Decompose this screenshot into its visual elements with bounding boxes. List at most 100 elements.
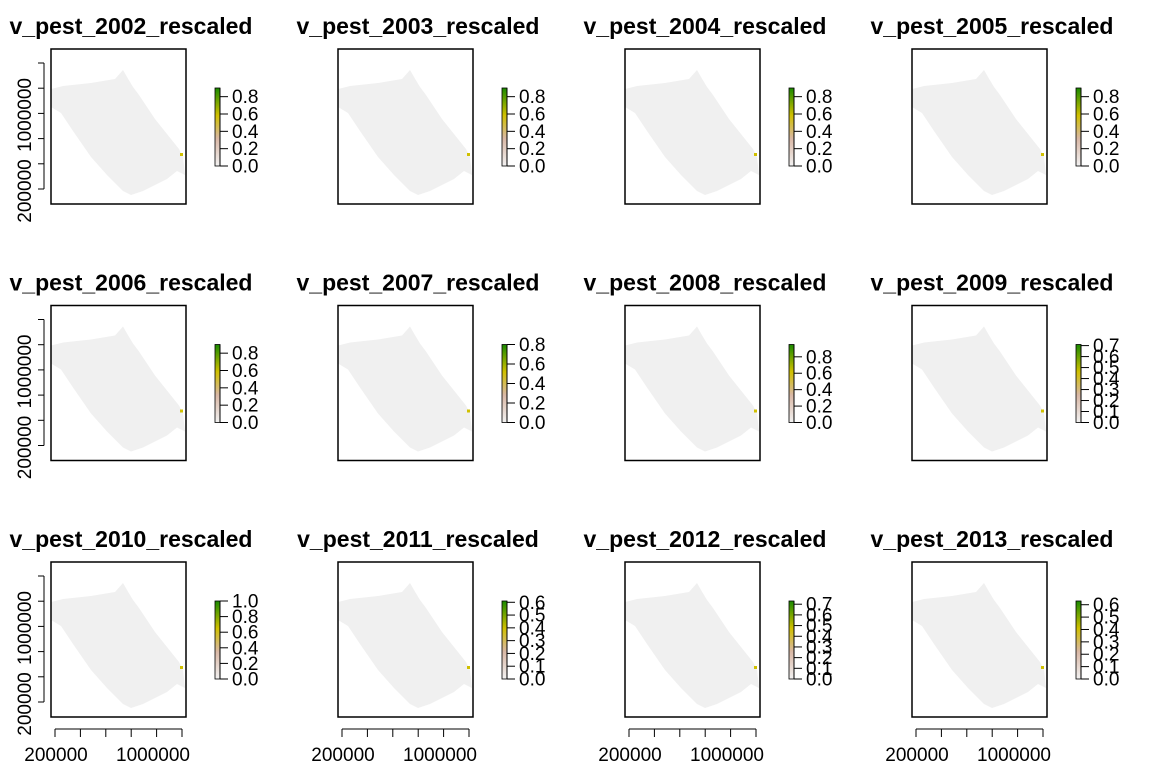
legend-tick-label: 0.0 <box>1093 413 1119 434</box>
legend-tick-label: 0.6 <box>1093 347 1119 368</box>
hotspot-cell <box>754 666 757 669</box>
panel-title: v_pest_2012_rescaled <box>584 526 827 552</box>
legend-tick-label: 0.8 <box>806 87 832 108</box>
landmass-raster <box>912 70 1046 195</box>
legend-tick-label: 0.6 <box>806 105 832 126</box>
legend-tick-label: 0.4 <box>519 122 546 143</box>
map-panel: v_pest_2002_rescaled 0.00.20.40.60.8 10000… <box>10 13 259 223</box>
landmass-raster <box>338 583 472 708</box>
plot-frame <box>624 48 761 205</box>
legend-tick-label: 0.6 <box>806 364 832 385</box>
x-tick-label: 1000000 <box>116 745 190 766</box>
panel-title: v_pest_2013_rescaled <box>871 526 1114 552</box>
legend-tick-label: 0.6 <box>232 623 258 644</box>
plot-frame <box>624 304 761 462</box>
legend-tick-label: 0.6 <box>806 605 832 626</box>
y-tick-label: 200000 <box>15 159 36 222</box>
hotspot-cell <box>180 409 183 413</box>
legend-tick-label: 0.6 <box>232 361 258 382</box>
plot-frame <box>337 304 474 462</box>
map-panel: v_pest_2003_rescaled 0.00.20.40.60.8 <box>297 13 546 205</box>
legend-tick-label: 0.6 <box>519 593 545 614</box>
legend-tick-label: 1.0 <box>232 592 258 613</box>
legend-tick-label: 0.5 <box>1093 358 1119 379</box>
landmass-raster <box>338 326 472 452</box>
y-tick-label: 200000 <box>15 416 36 479</box>
legend-tick-label: 0.3 <box>519 631 545 652</box>
legend-colorbar <box>1075 344 1082 423</box>
legend-tick-label: 0.0 <box>519 413 545 434</box>
legend-tick-label: 0.6 <box>519 105 545 126</box>
legend-colorbar <box>1075 600 1082 680</box>
landmass-raster <box>51 326 185 452</box>
legend-tick-label: 0.2 <box>1093 139 1119 160</box>
legend-tick-label: 0.8 <box>232 344 258 365</box>
legend-tick-label: 0.8 <box>519 87 545 108</box>
legend-tick-label: 0.4 <box>1093 122 1120 143</box>
landmass-raster <box>625 70 759 195</box>
hotspot-cell <box>467 409 470 413</box>
legend-tick-label: 0.0 <box>806 157 832 178</box>
panel-title: v_pest_2007_rescaled <box>297 270 540 296</box>
legend-tick-label: 0.4 <box>806 627 833 648</box>
panel-title: v_pest_2005_rescaled <box>871 13 1114 39</box>
x-tick-label: 200000 <box>24 745 87 766</box>
legend-tick-label: 0.4 <box>519 374 546 395</box>
plot-frame <box>50 561 187 718</box>
legend-tick-label: 0.2 <box>1093 391 1119 412</box>
legend-tick-label: 0.4 <box>232 638 259 659</box>
hotspot-cell <box>1041 666 1044 669</box>
plot-frame <box>911 48 1048 205</box>
legend-colorbar <box>214 600 221 680</box>
plot-frame <box>624 561 761 718</box>
hotspot-cell <box>1041 153 1044 156</box>
hotspot-cell <box>754 153 757 156</box>
panel-title: v_pest_2008_rescaled <box>584 270 827 296</box>
legend-colorbar <box>501 600 508 680</box>
landmass-raster <box>51 70 185 195</box>
legend-tick-label: 0.0 <box>1093 670 1119 691</box>
legend-tick-label: 0.7 <box>806 595 832 616</box>
legend-tick-label: 0.3 <box>1093 380 1119 401</box>
legend-tick-label: 0.0 <box>1093 157 1119 178</box>
y-tick-label: 1000000 <box>15 78 36 152</box>
panel-title: v_pest_2010_rescaled <box>10 526 253 552</box>
map-panel: v_pest_2009_rescaled 0.00.10.20.30.40.50.… <box>871 270 1120 462</box>
landmass-raster <box>338 70 472 195</box>
hotspot-cell <box>180 153 183 156</box>
legend-tick-label: 0.4 <box>1093 369 1120 390</box>
legend-colorbar <box>214 344 221 423</box>
plot-frame <box>50 48 187 205</box>
plot-frame <box>337 48 474 205</box>
legend-tick-label: 0.0 <box>806 670 832 691</box>
legend-tick-label: 0.4 <box>1093 620 1120 641</box>
plot-frame <box>337 561 474 718</box>
legend-tick-label: 0.2 <box>806 648 832 669</box>
landmass-raster <box>625 326 759 452</box>
panel-title: v_pest_2003_rescaled <box>297 13 540 39</box>
legend-tick-label: 0.3 <box>806 637 832 658</box>
plot-frame <box>911 561 1048 718</box>
legend-tick-label: 0.8 <box>519 335 545 356</box>
legend-tick-label: 0.8 <box>232 607 258 628</box>
map-panel: v_pest_2012_rescaled 0.00.10.20.30.40.50.… <box>584 526 833 766</box>
legend-colorbar <box>501 87 508 167</box>
legend-tick-label: 0.6 <box>232 105 258 126</box>
legend-tick-label: 0.8 <box>806 347 832 368</box>
legend-tick-label: 0.1 <box>1093 657 1119 678</box>
legend-colorbar <box>1075 87 1082 167</box>
legend-tick-label: 0.6 <box>519 355 545 376</box>
landmass-raster <box>912 583 1046 708</box>
legend-colorbar <box>501 344 508 423</box>
map-panel: v_pest_2010_rescaled 0.00.20.40.60.81.0 10… <box>10 526 259 766</box>
panel-title: v_pest_2006_rescaled <box>10 270 253 296</box>
map-panel: v_pest_2011_rescaled 0.00.10.20.30.40.50.… <box>297 526 546 766</box>
landmass-raster <box>625 583 759 708</box>
map-panel: v_pest_2006_rescaled 0.00.20.40.60.8 10000… <box>10 270 259 480</box>
legend-tick-label: 0.8 <box>1093 87 1119 108</box>
x-tick-label: 200000 <box>598 745 661 766</box>
panel-title: v_pest_2004_rescaled <box>584 13 827 39</box>
legend-tick-label: 0.5 <box>806 616 832 637</box>
panel-title: v_pest_2009_rescaled <box>871 270 1114 296</box>
